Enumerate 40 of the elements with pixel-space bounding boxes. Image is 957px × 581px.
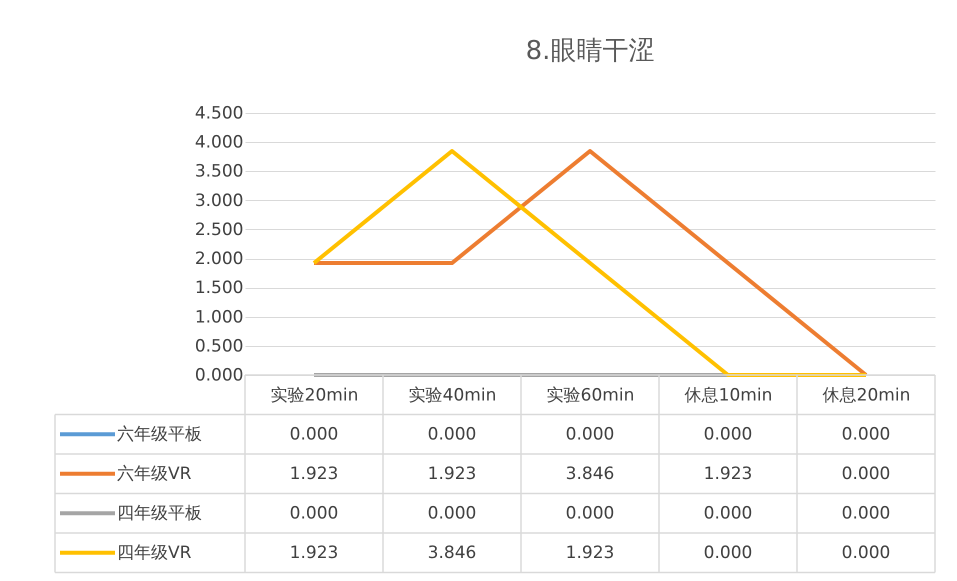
data-label: 1.923 — [290, 542, 338, 563]
y-tick-label: 2.000 — [194, 249, 244, 270]
text: 0.000 — [290, 424, 338, 444]
y-tick-label: 1.500 — [194, 278, 244, 298]
legend-label: 四年级VR — [117, 542, 192, 563]
y-tick-label: 0.500 — [194, 336, 244, 356]
data-label: 3.846 — [566, 464, 614, 484]
data-label: 1.923 — [290, 464, 338, 484]
text: 0.000 — [428, 424, 476, 444]
data-label: 1.923 — [566, 542, 614, 563]
data-label: 0.000 — [428, 503, 476, 524]
text: 0.000 — [566, 424, 614, 444]
y-tick-label: 3.000 — [194, 190, 244, 211]
legend-label: 六年级平板 — [117, 424, 202, 444]
data-label: 0.000 — [566, 503, 614, 524]
y-tick-label: 4.000 — [194, 132, 244, 153]
text: 0.000 — [842, 424, 890, 444]
y-tick-label: 1.000 — [194, 307, 244, 328]
data-label: 0.000 — [842, 464, 890, 484]
data-label: 0.000 — [842, 542, 890, 563]
data-label: 1.923 — [704, 464, 752, 484]
text: 0.000 — [704, 424, 752, 444]
data-label: 0.000 — [704, 542, 752, 563]
x-tick-label: 实验40min — [408, 386, 496, 406]
data-label: 0.000 — [290, 503, 338, 524]
data-label: 1.923 — [428, 464, 476, 484]
data-label: 0.000 — [704, 503, 752, 524]
legend-label: 六年级VR — [117, 464, 192, 484]
data-label: 3.846 — [428, 542, 476, 563]
y-tick-label: 3.500 — [194, 162, 244, 182]
x-tick-label: 休息10min — [684, 386, 772, 406]
chart-title: 8.眼睛干涩 — [526, 36, 654, 66]
y-tick-label: 4.500 — [194, 104, 244, 124]
legend-label: 四年级平板 — [117, 503, 202, 524]
x-tick-label: 实验20min — [270, 386, 358, 406]
y-tick-label: 2.500 — [194, 220, 244, 240]
x-tick-label: 实验60min — [546, 386, 634, 406]
x-tick-label: 休息20min — [822, 386, 910, 406]
y-tick-label: 0.000 — [194, 366, 244, 386]
data-label: 0.000 — [842, 503, 890, 524]
